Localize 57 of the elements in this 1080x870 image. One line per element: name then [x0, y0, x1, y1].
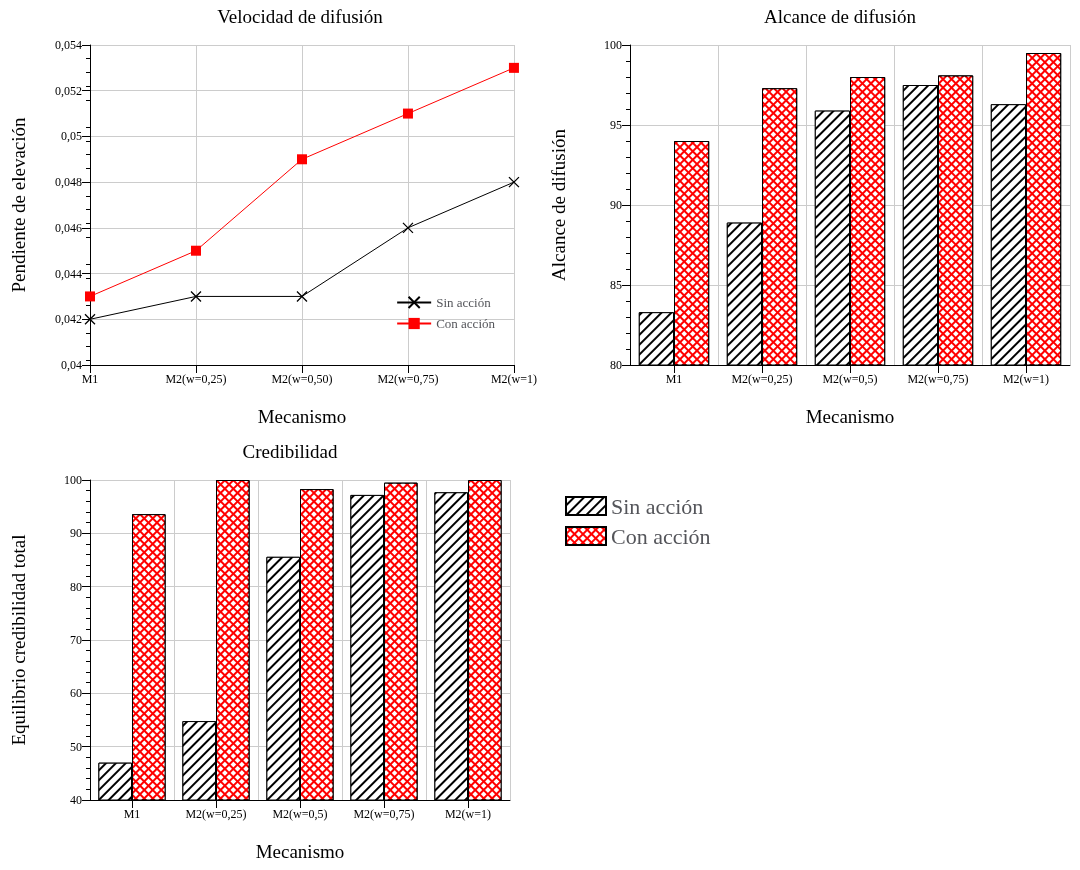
- y-tick-label: 0,048: [55, 175, 82, 190]
- chart-title: Credibilidad: [242, 441, 338, 462]
- x-tick-label: M2(w=0,5): [272, 807, 328, 821]
- point: [508, 62, 519, 73]
- x-tick-label: M2(w=1): [1002, 372, 1050, 386]
- y-tick-label: 80: [70, 579, 82, 594]
- legend-label: Con acción: [436, 316, 496, 331]
- x-tick-label: M2(w=0,75): [907, 372, 969, 386]
- y-tick-label: 0,052: [55, 83, 82, 98]
- point: [190, 245, 201, 256]
- chart-title: Alcance de difusión: [764, 6, 917, 27]
- y-tick-label: 0,046: [55, 220, 82, 235]
- x-tick-label: M2(w=0,5): [822, 372, 878, 386]
- point: [402, 222, 414, 234]
- x-axis-title: Mecanismo: [805, 406, 895, 427]
- x-tick-label: M2(w=0,25): [165, 372, 227, 386]
- y-tick-label: 0,044: [55, 266, 82, 281]
- x-tick-label: M1: [665, 372, 683, 386]
- x-axis-title: Mecanismo: [255, 841, 345, 862]
- y-tick-label: 0,05: [61, 129, 82, 144]
- point: [402, 108, 413, 119]
- legend-label: Con acción: [611, 523, 711, 549]
- x-axis-title: Mecanismo: [257, 406, 347, 427]
- x-tick-label: M2(w=0,50): [271, 372, 333, 386]
- y-axis-title: Alcance de difusión: [548, 128, 569, 281]
- point: [85, 291, 95, 302]
- y-tick-label: 0,042: [55, 312, 82, 327]
- legend-label: Sin acción: [611, 493, 704, 519]
- y-tick-label: 0,04: [61, 358, 82, 372]
- point: [296, 290, 308, 303]
- y-tick-label: 0,054: [55, 38, 82, 52]
- y-tick-label: 70: [70, 633, 82, 647]
- point: [508, 176, 520, 188]
- y-axis-title: Equilibrio credibilidad total: [8, 534, 29, 746]
- y-tick-label: 85: [610, 278, 622, 292]
- x-tick-label: M2(w=0,25): [185, 807, 247, 821]
- x-tick-label: M2(w=0,25): [731, 372, 793, 386]
- y-tick-label: 50: [70, 739, 82, 754]
- y-tick-label: 80: [610, 358, 622, 372]
- chart-title: Velocidad de difusión: [217, 6, 384, 27]
- y-tick-label: 100: [604, 38, 622, 52]
- legend-label: Sin acción: [436, 294, 492, 310]
- y-tick-label: 90: [610, 198, 622, 212]
- x-tick-label: M2(w=0,75): [353, 807, 415, 821]
- y-axis-title: Pendiente de elevación: [8, 116, 29, 293]
- point: [296, 154, 307, 165]
- y-tick-label: 60: [70, 686, 82, 701]
- y-tick-label: 90: [70, 526, 82, 541]
- y-tick-label: 40: [70, 793, 82, 807]
- x-tick-label: M2(w=1): [444, 807, 492, 821]
- x-tick-label: M1: [81, 372, 99, 386]
- point: [190, 290, 202, 303]
- x-tick-label: M2(w=0,75): [377, 372, 439, 386]
- y-tick-label: 100: [64, 473, 82, 487]
- x-tick-label: M1: [123, 807, 141, 821]
- x-tick-label: M2(w=1): [490, 372, 538, 386]
- y-tick-label: 95: [610, 118, 622, 132]
